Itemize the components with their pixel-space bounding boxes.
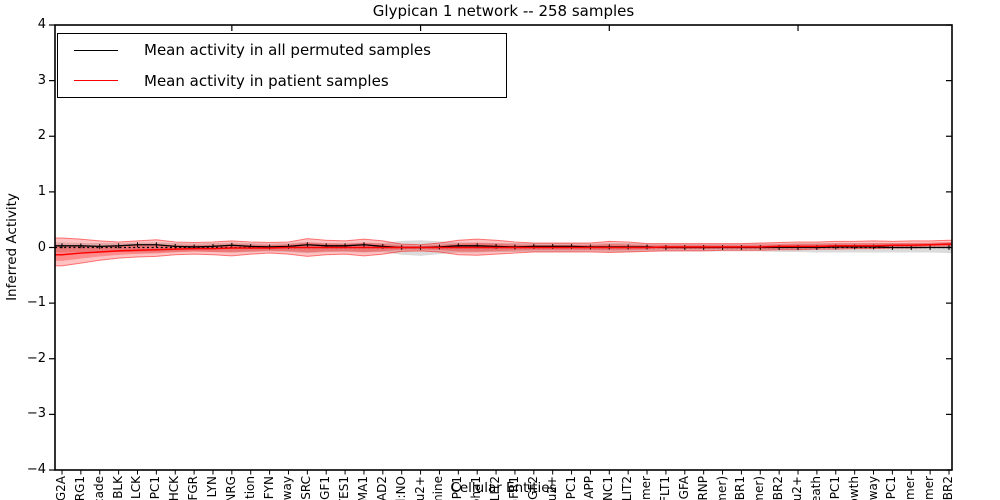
x-tick-label: PLA2G2A <box>54 476 68 500</box>
chart-title: Glypican 1 network -- 258 samples <box>372 2 635 20</box>
x-tick-label: PrPc/Cu2+ <box>545 476 559 500</box>
patient-mean-line <box>55 243 952 256</box>
x-tick-label: FGF2 <box>525 476 540 500</box>
legend: Mean activity in all permuted samples Me… <box>57 33 507 98</box>
x-tick-label: FYN <box>261 476 276 500</box>
x-tick-label: SERPINC1 <box>601 476 615 500</box>
x-tick-label: GPC1/PrPc/Cu2+ <box>790 476 804 500</box>
y-tick-label: −1 <box>26 295 46 311</box>
x-tick-label: PLA2G2A/GPC1 <box>148 476 162 500</box>
x-tick-label: BLK <box>110 476 125 499</box>
x-tick-label: FGR <box>186 476 201 500</box>
x-tick-label: APP/GPC1 <box>828 476 842 500</box>
y-tick-label: −2 <box>26 350 46 366</box>
x-tick-label: FGFR1 <box>506 476 521 500</box>
x-tick-label: PRNP <box>695 476 710 500</box>
x-tick-label: YES1 <box>337 476 352 500</box>
x-tick-label: TGFBR2 (dimer) <box>752 476 766 500</box>
x-tick-label: TDGF1 <box>318 476 333 500</box>
x-tick-label: GPC1/FGF2 dimer/FGFR1 dimer <box>903 476 917 500</box>
x-tick-label: mol:Cu2+ <box>413 476 427 500</box>
x-tick-label: LCK <box>129 476 144 499</box>
y-tick-label: 3 <box>37 72 46 88</box>
y-tick-label: −3 <box>26 406 46 422</box>
x-tick-label: GPC1/NRG <box>224 476 238 500</box>
x-axis-label: Cellular Entities <box>450 480 557 496</box>
x-tick-label: SLIT2 <box>488 476 503 500</box>
y-tick-label: −4 <box>26 462 46 477</box>
x-tick-label: neuron differentiation <box>243 476 257 500</box>
x-tick-label: VEGFR1 homodimer <box>639 476 653 500</box>
x-tick-label: LYN <box>204 476 219 498</box>
x-tick-label: fibroblast growth factor receptor signal… <box>866 476 880 500</box>
x-tick-label: GPC1/SLIT2 <box>620 476 634 500</box>
legend-label: Mean activity in all permuted samples <box>144 41 431 60</box>
x-tick-label: GPC1/Laminin alpha1 <box>469 476 483 500</box>
x-tick-label: CRIPTO/GPC1 <box>450 476 464 500</box>
patient-line-swatch-icon <box>74 80 118 82</box>
permuted-mean-line <box>55 242 952 250</box>
x-tick-label: GPC1 <box>563 476 578 500</box>
legend-label: Mean activity in patient samples <box>144 71 389 90</box>
y-tick-label: 1 <box>37 183 46 199</box>
x-tick-label: APP <box>582 476 597 499</box>
y-tick-label: 0 <box>37 239 46 255</box>
x-tick-label: FLT1 <box>657 476 672 500</box>
y-tick-label: 2 <box>37 128 46 144</box>
x-tick-label: TGFBR1 <box>733 476 748 500</box>
x-tick-label: ATIII/GPC1 <box>884 476 898 500</box>
x-tick-label: cell growth <box>847 476 861 500</box>
x-tick-label: NRG1 <box>72 476 87 500</box>
x-tick-label: BMP signaling pathway <box>280 476 294 500</box>
x-tick-label: cell death <box>809 476 823 500</box>
x-tick-label: mol:Spermine <box>431 476 445 500</box>
x-tick-label: GPC1/TGFB/TGFBR1/TGFBR2 <box>941 476 955 500</box>
permuted-line-swatch-icon <box>74 49 118 51</box>
x-tick-label: VEGFA <box>676 476 691 500</box>
x-tick-label: TGFBR1 (dimer) <box>715 476 729 500</box>
axis-ticks <box>49 24 952 475</box>
legend-item-permuted: Mean activity in all permuted samples <box>58 36 506 64</box>
x-tick-label: GPC1/VEGF165 homodimer/VEGFR1 homodimer <box>922 476 936 500</box>
x-tick-label: HCK <box>167 476 182 500</box>
x-tick-label: TGFBR2 <box>771 476 786 500</box>
x-tick-label: LAMA1 <box>355 476 370 500</box>
x-tick-label: SMAD2 <box>374 476 389 500</box>
legend-item-patient: Mean activity in patient samples <box>58 67 506 95</box>
y-tick-label: 4 <box>37 17 46 32</box>
x-tick-label: positive regulation of MAPKKK cascade <box>92 476 106 500</box>
x-tick-label: mol:NO <box>393 476 408 500</box>
x-tick-label: SRC <box>299 476 314 500</box>
